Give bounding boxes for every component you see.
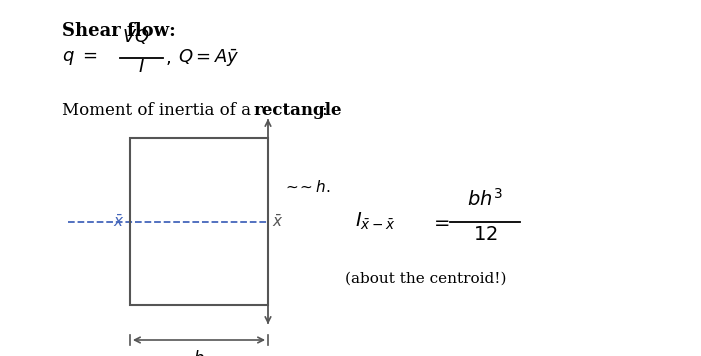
- Text: $b$: $b$: [193, 350, 205, 356]
- Text: :: :: [321, 102, 327, 119]
- Text: $=$: $=$: [430, 213, 450, 230]
- Text: $Q = A\bar{y}$: $Q = A\bar{y}$: [178, 47, 240, 69]
- Bar: [130, 138, 268, 305]
- Text: $12$: $12$: [472, 226, 498, 245]
- Text: $VQ$: $VQ$: [122, 27, 150, 46]
- Text: $\bar{x}$: $\bar{x}$: [272, 214, 283, 230]
- Text: $\sim\!\!\sim h.$: $\sim\!\!\sim h.$: [283, 178, 330, 194]
- Text: Moment of inertia of a: Moment of inertia of a: [62, 102, 257, 119]
- Text: $q\ =\ $: $q\ =\ $: [62, 49, 98, 67]
- Text: $I$: $I$: [137, 58, 144, 76]
- Text: (about the centroid!): (about the centroid!): [345, 272, 507, 286]
- Text: $I_{\bar{x}-\bar{x}}$: $I_{\bar{x}-\bar{x}}$: [355, 211, 396, 232]
- Text: rectangle: rectangle: [253, 102, 341, 119]
- Text: $,$: $,$: [165, 49, 171, 67]
- Text: Shear flow:: Shear flow:: [62, 22, 176, 40]
- Text: $\bar{x}$: $\bar{x}$: [114, 214, 125, 230]
- Text: $bh^3$: $bh^3$: [467, 188, 503, 209]
